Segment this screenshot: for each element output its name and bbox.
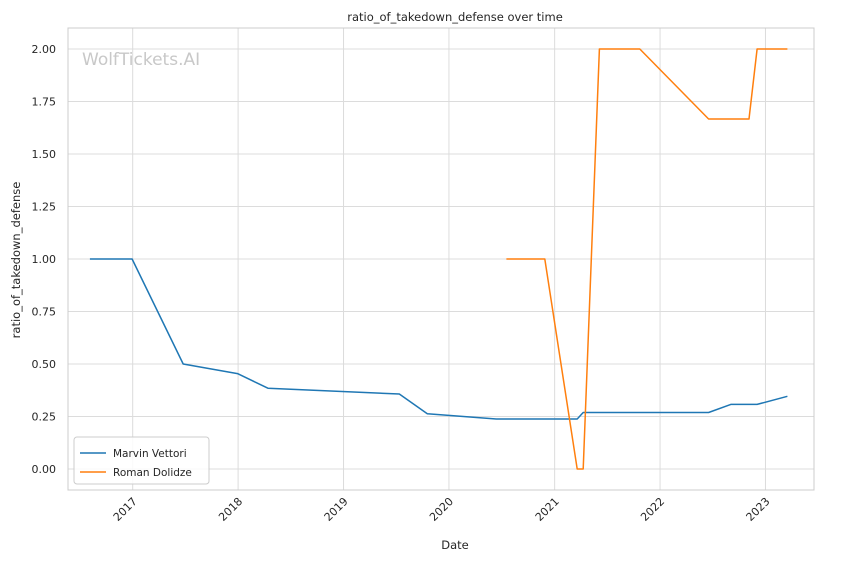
y-tick-label: 1.00 — [32, 253, 57, 266]
series-lines — [89, 48, 788, 470]
x-tick-labels: 2017 2018 2019 2020 2021 2022 2023 — [111, 495, 773, 524]
legend-box — [73, 436, 210, 485]
y-tick-label: 0.25 — [32, 411, 57, 424]
y-axis-label: ratio_of_takedown_defense — [9, 182, 23, 339]
plot-area-border — [67, 27, 815, 491]
legend-label: Marvin Vettori — [113, 448, 187, 460]
x-axis-label: Date — [441, 538, 469, 552]
x-tick-label: 2017 — [111, 495, 140, 524]
x-tick-label: 2019 — [322, 495, 351, 524]
x-tick-label: 2022 — [638, 495, 667, 524]
x-tick-label: 2023 — [744, 495, 773, 524]
y-tick-label: 0.50 — [32, 358, 57, 371]
y-tick-label: 1.25 — [32, 201, 57, 214]
series-line-roman-dolidze — [506, 48, 788, 470]
legend-label: Roman Dolidze — [113, 467, 192, 479]
series-line-marvin-vettori — [89, 258, 788, 420]
chart-title: ratio_of_takedown_defense over time — [347, 10, 563, 24]
y-tick-label: 0.75 — [32, 306, 57, 319]
legend: Marvin Vettori Roman Dolidze — [73, 436, 210, 485]
y-tick-labels: 0.00 0.25 0.50 0.75 1.00 1.25 1.50 1.75 2.00 — [32, 43, 57, 476]
y-tick-label: 0.00 — [32, 463, 57, 476]
watermark: WolfTickets.AI — [82, 50, 200, 70]
x-tick-label: 2020 — [427, 495, 456, 524]
x-tick-label: 2021 — [533, 495, 562, 524]
x-tick-label: 2018 — [216, 495, 245, 524]
grid-lines — [68, 28, 814, 490]
y-tick-label: 2.00 — [32, 43, 57, 56]
y-tick-label: 1.75 — [32, 96, 57, 109]
y-tick-label: 1.50 — [32, 148, 57, 161]
